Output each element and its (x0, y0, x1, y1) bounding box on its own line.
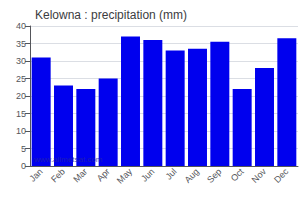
svg-text:35: 35 (16, 39, 26, 49)
svg-text:Apr: Apr (95, 166, 112, 183)
svg-text:10: 10 (16, 126, 26, 136)
svg-text:Aug: Aug (183, 166, 201, 184)
svg-text:Jul: Jul (163, 166, 178, 181)
svg-text:5: 5 (21, 144, 26, 154)
svg-text:0: 0 (21, 161, 26, 171)
svg-text:30: 30 (16, 56, 26, 66)
svg-text:40: 40 (16, 21, 26, 31)
svg-text:Jan: Jan (27, 166, 44, 183)
svg-text:Kelowna : precipitation (mm): Kelowna : precipitation (mm) (35, 8, 187, 22)
svg-text:Sep: Sep (205, 166, 223, 184)
svg-text:Mar: Mar (71, 166, 89, 184)
svg-text:25: 25 (16, 74, 26, 84)
svg-text:Nov: Nov (250, 166, 269, 185)
svg-text:Oct: Oct (229, 166, 246, 183)
svg-text:Feb: Feb (49, 166, 67, 184)
svg-text:Dec: Dec (272, 166, 291, 185)
svg-text:www.allmetsat.com: www.allmetsat.com (33, 155, 103, 164)
svg-text:Jun: Jun (139, 166, 156, 183)
svg-text:May: May (115, 166, 134, 185)
svg-text:15: 15 (16, 109, 26, 119)
svg-text:20: 20 (16, 91, 26, 101)
